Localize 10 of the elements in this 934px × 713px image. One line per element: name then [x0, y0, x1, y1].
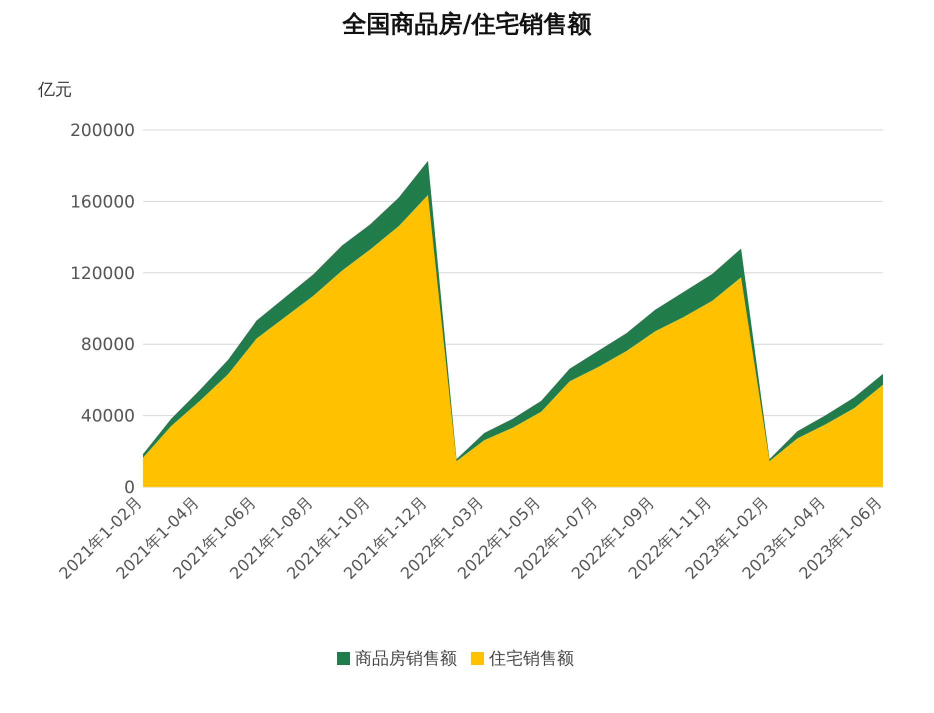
- y-tick-label: 120000: [70, 264, 135, 284]
- y-tick-label: 0: [124, 478, 135, 498]
- chart-title: 全国商品房/住宅销售额: [341, 9, 592, 40]
- legend-label: 商品房销售额: [354, 648, 457, 670]
- y-tick-label: 200000: [70, 121, 135, 142]
- legend-label: 住宅销售额: [488, 648, 574, 670]
- y-tick-label: 80000: [80, 335, 135, 356]
- y-axis-title: 亿元: [38, 79, 72, 101]
- y-tick-label: 160000: [70, 192, 135, 212]
- y-tick-label: 40000: [80, 406, 135, 427]
